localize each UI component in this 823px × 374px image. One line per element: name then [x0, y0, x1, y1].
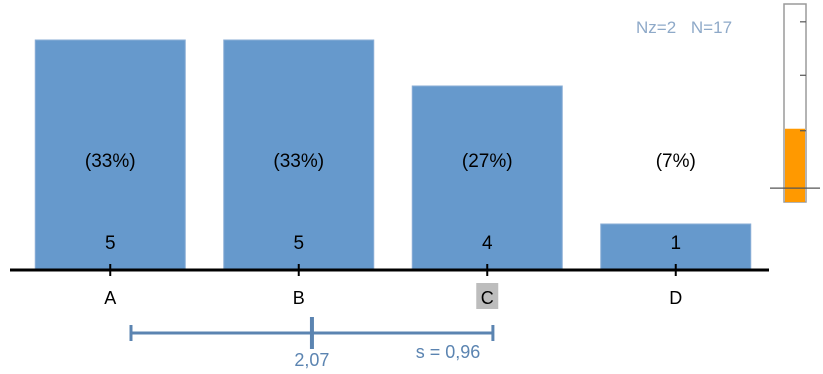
- bar-A: [34, 39, 186, 271]
- bar-D: [600, 223, 752, 271]
- value-label: 4: [482, 233, 493, 254]
- gauge-fill: [785, 128, 805, 202]
- percent-label: (33%): [273, 151, 324, 172]
- value-label: 5: [105, 233, 116, 254]
- percent-label: (27%): [462, 151, 513, 172]
- nz-count: Nz=2: [636, 18, 677, 37]
- category-label: C: [481, 288, 494, 308]
- highlight-box: [476, 283, 499, 309]
- value-label: 5: [293, 233, 304, 254]
- n-count: N=17: [690, 18, 733, 37]
- category-label: D: [669, 288, 682, 308]
- mean-label: 2,07: [294, 350, 329, 370]
- bar-C: [411, 85, 563, 271]
- percent-label: (7%): [656, 151, 696, 172]
- percent-label: (33%): [85, 151, 136, 172]
- sd-label: s = 0,96: [416, 342, 481, 362]
- stats-header: Nz=2 N=17: [636, 18, 742, 38]
- bar-B: [223, 39, 375, 271]
- category-label: B: [293, 288, 305, 308]
- value-label: 1: [670, 233, 681, 254]
- category-label: A: [104, 288, 116, 308]
